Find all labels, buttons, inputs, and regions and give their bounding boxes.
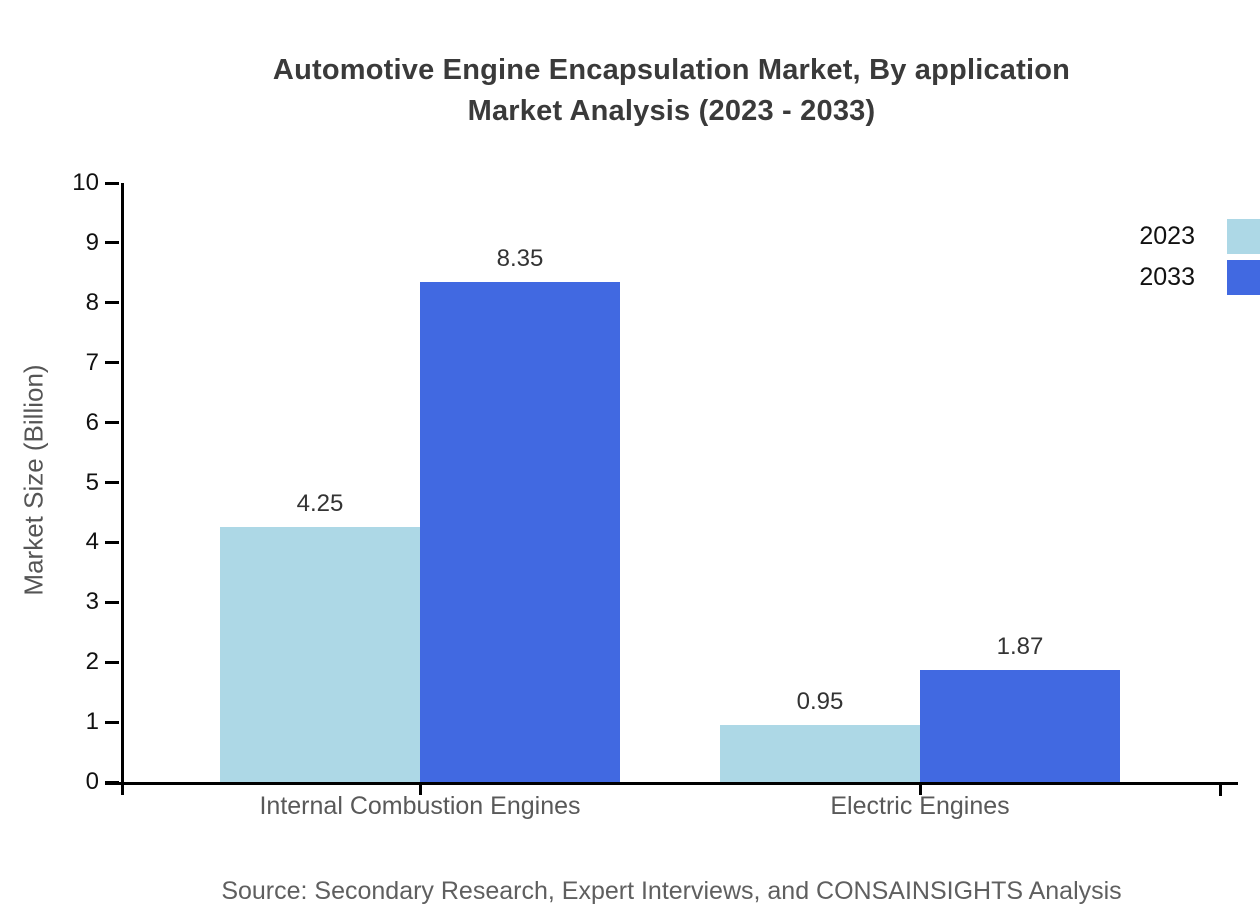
- plot-area: 4.25 8.35 0.95 1.87 0 1 2 3 4 5 6 7 8 9 10: [72, 169, 1238, 796]
- chart-title-line1: Automotive Engine Encapsulation Market, …: [272, 54, 1071, 86]
- legend-label: 2023: [1139, 222, 1195, 250]
- legend-row: 2033: [1139, 260, 1260, 295]
- bar-2033-electric: [920, 670, 1120, 782]
- y-tick-mark: [105, 780, 119, 784]
- y-tick-label: 6: [85, 408, 99, 436]
- bar-value-label: 0.95: [796, 688, 844, 715]
- x-category-label: Electric Engines: [830, 792, 1010, 820]
- y-axis-line: [121, 183, 124, 795]
- x-axis-line: [105, 782, 1238, 785]
- y-tick-label: 9: [85, 228, 99, 256]
- y-tick-mark: [105, 361, 119, 365]
- y-tick-mark: [105, 720, 119, 724]
- y-tick-mark: [105, 481, 119, 484]
- y-tick-mark: [105, 540, 119, 544]
- x-tick-mark: [418, 782, 422, 795]
- y-tick-mark: [105, 660, 119, 664]
- legend-swatch-icon: [1227, 219, 1260, 254]
- source-note: Source: Secondary Research, Expert Inter…: [221, 877, 1122, 905]
- bar-value-label: 8.35: [496, 245, 544, 272]
- y-tick-mark: [105, 421, 119, 425]
- y-tick-mark: [105, 181, 119, 185]
- y-tick-mark: [105, 600, 119, 604]
- y-tick-mark: [105, 241, 119, 245]
- legend: 2023 2033: [1139, 219, 1260, 295]
- legend-label: 2033: [1139, 263, 1195, 291]
- y-tick-mark: [105, 301, 119, 305]
- y-tick-label: 4: [85, 528, 99, 556]
- bar-2023-ice: [220, 527, 420, 782]
- y-tick-label: 5: [85, 468, 99, 496]
- x-axis-end-tick: [1219, 782, 1222, 796]
- bar-2033-ice: [420, 282, 620, 782]
- chart-title: Automotive Engine Encapsulation Market, …: [121, 50, 1222, 132]
- y-tick-label: 0: [85, 768, 99, 795]
- x-category-label: Internal Combustion Engines: [259, 792, 581, 820]
- bar-value-label: 4.25: [296, 490, 344, 517]
- bar-2023-electric: [720, 725, 920, 782]
- y-tick-label: 3: [85, 588, 99, 616]
- y-tick-label: 8: [85, 288, 99, 316]
- y-tick-label: 10: [72, 169, 99, 196]
- bar-value-label: 1.87: [996, 633, 1044, 660]
- y-tick-label: 7: [85, 348, 99, 376]
- chart-title-line2: Market Analysis (2023 - 2033): [467, 95, 876, 127]
- legend-row: 2023: [1139, 219, 1260, 254]
- y-tick-label: 2: [85, 648, 99, 676]
- legend-swatch-icon: [1227, 260, 1260, 295]
- x-tick-mark: [918, 782, 922, 795]
- y-tick-label: 1: [85, 708, 99, 736]
